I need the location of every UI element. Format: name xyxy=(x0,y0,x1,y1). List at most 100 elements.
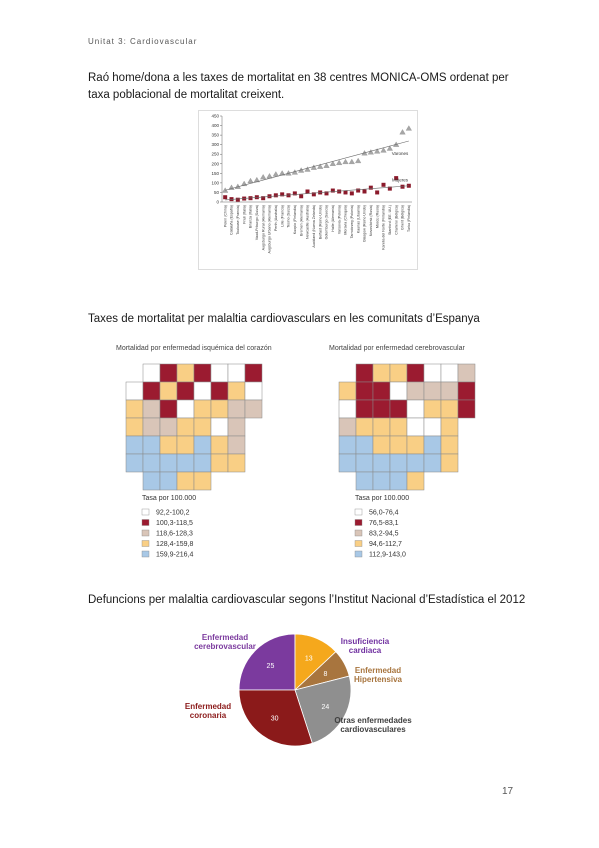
x-tick-label: Brianza (Italia) xyxy=(249,205,253,228)
marker xyxy=(272,171,279,177)
marker xyxy=(394,176,399,181)
map-region xyxy=(193,435,212,455)
marker xyxy=(279,170,286,176)
legend-swatch xyxy=(354,540,363,547)
map-region xyxy=(227,453,246,473)
map-region xyxy=(142,381,161,401)
marker xyxy=(261,196,266,201)
pie-slice xyxy=(238,689,313,747)
marker xyxy=(310,164,317,170)
marker xyxy=(235,197,240,202)
value-label: 25 xyxy=(267,663,275,670)
legend-label: 112,9-143,0 xyxy=(369,552,406,559)
marker xyxy=(324,191,329,196)
marker xyxy=(337,189,342,194)
legend-swatch xyxy=(354,519,363,526)
marker xyxy=(317,163,324,169)
marker xyxy=(311,192,316,197)
marker xyxy=(323,162,330,168)
legend-label: 94,6-112,7 xyxy=(369,541,402,548)
map-region xyxy=(125,381,144,401)
map-region xyxy=(355,417,374,437)
value-label: 8 xyxy=(323,671,327,678)
marker xyxy=(362,189,367,194)
legend-title: Tasa por 100.000 xyxy=(142,495,196,502)
map-region xyxy=(227,399,246,419)
map-region xyxy=(125,435,144,455)
legend-label: 128,4-159,8 xyxy=(156,541,193,548)
x-tick-label: Belfast (Reino Unido) xyxy=(318,205,322,239)
x-tick-label: Stanford (EE. UU.) xyxy=(388,205,392,235)
marker xyxy=(330,188,335,193)
marker xyxy=(399,129,406,135)
pie-label: Enfermedad Hipertensiva xyxy=(353,666,403,684)
map-region xyxy=(355,453,374,473)
map-region xyxy=(389,381,408,401)
map-region xyxy=(142,435,161,455)
map-region xyxy=(389,363,408,383)
marker xyxy=(405,125,412,131)
pie-chart: 25 13 8 24 30 xyxy=(238,633,352,747)
map-region xyxy=(244,381,263,401)
legend-label: 83,2-94,5 xyxy=(369,531,399,538)
pie-label: Otras enfermedades cardiovasculares xyxy=(334,716,412,734)
marker xyxy=(381,182,386,187)
x-tick-label: Moscú (Rusia) xyxy=(375,205,379,228)
marker xyxy=(336,159,343,165)
map-title: Mortalidad por enfermedad isquémica del … xyxy=(116,345,272,352)
map-region xyxy=(193,453,212,473)
map-region xyxy=(142,417,161,437)
legend-swatch xyxy=(141,540,150,547)
pie-label: Enfermedad coronaria xyxy=(184,702,232,720)
map-region xyxy=(159,381,178,401)
marker xyxy=(375,190,380,195)
map-region xyxy=(210,381,229,401)
marker xyxy=(280,192,285,197)
marker xyxy=(292,191,297,196)
map-region xyxy=(159,363,178,383)
y-tick-label: 350 xyxy=(211,133,219,138)
map-region xyxy=(440,363,459,383)
map-region xyxy=(423,435,442,455)
map-region xyxy=(193,471,212,491)
legend-swatch xyxy=(141,529,150,537)
map-region xyxy=(193,399,212,419)
legend-swatch xyxy=(354,529,363,537)
marker xyxy=(304,166,311,172)
marker xyxy=(367,149,374,155)
marker xyxy=(260,174,267,180)
legend-label: 56,0-76,4 xyxy=(369,510,399,517)
map-region xyxy=(355,435,374,455)
map-region xyxy=(193,417,212,437)
paragraph: Raó home/dona a les taxes de mortalitat … xyxy=(88,72,509,101)
legend-swatch xyxy=(141,550,150,558)
legend-swatch xyxy=(141,508,150,516)
y-tick-label: 400 xyxy=(211,123,219,128)
map: Mortalidad por enfermedad isquémica del … xyxy=(116,345,272,559)
map-region xyxy=(244,363,263,383)
marker xyxy=(386,145,393,151)
value-label: 13 xyxy=(305,656,313,663)
y-tick-label: 300 xyxy=(211,142,219,147)
map-region xyxy=(159,417,178,437)
map-region xyxy=(176,363,195,383)
marker xyxy=(247,177,254,184)
marker xyxy=(299,194,304,199)
legend-swatch xyxy=(354,508,363,516)
map-region xyxy=(372,399,391,419)
map-region xyxy=(142,471,161,491)
map-region xyxy=(423,363,442,383)
pie-label: Insuficiencia cardiaca xyxy=(340,637,390,655)
map-region xyxy=(125,453,144,473)
map-region xyxy=(372,417,391,437)
x-tick-label: Cataluña (España) xyxy=(230,205,234,235)
map-region xyxy=(338,453,357,473)
trend-line xyxy=(225,185,409,201)
y-tick-label: 100 xyxy=(211,180,219,185)
map-region xyxy=(355,471,374,491)
map-region xyxy=(355,399,374,419)
map-region xyxy=(406,399,425,419)
x-tick-label: Friuli (Italia) xyxy=(242,205,246,224)
map-region xyxy=(372,471,391,491)
map-region xyxy=(176,381,195,401)
